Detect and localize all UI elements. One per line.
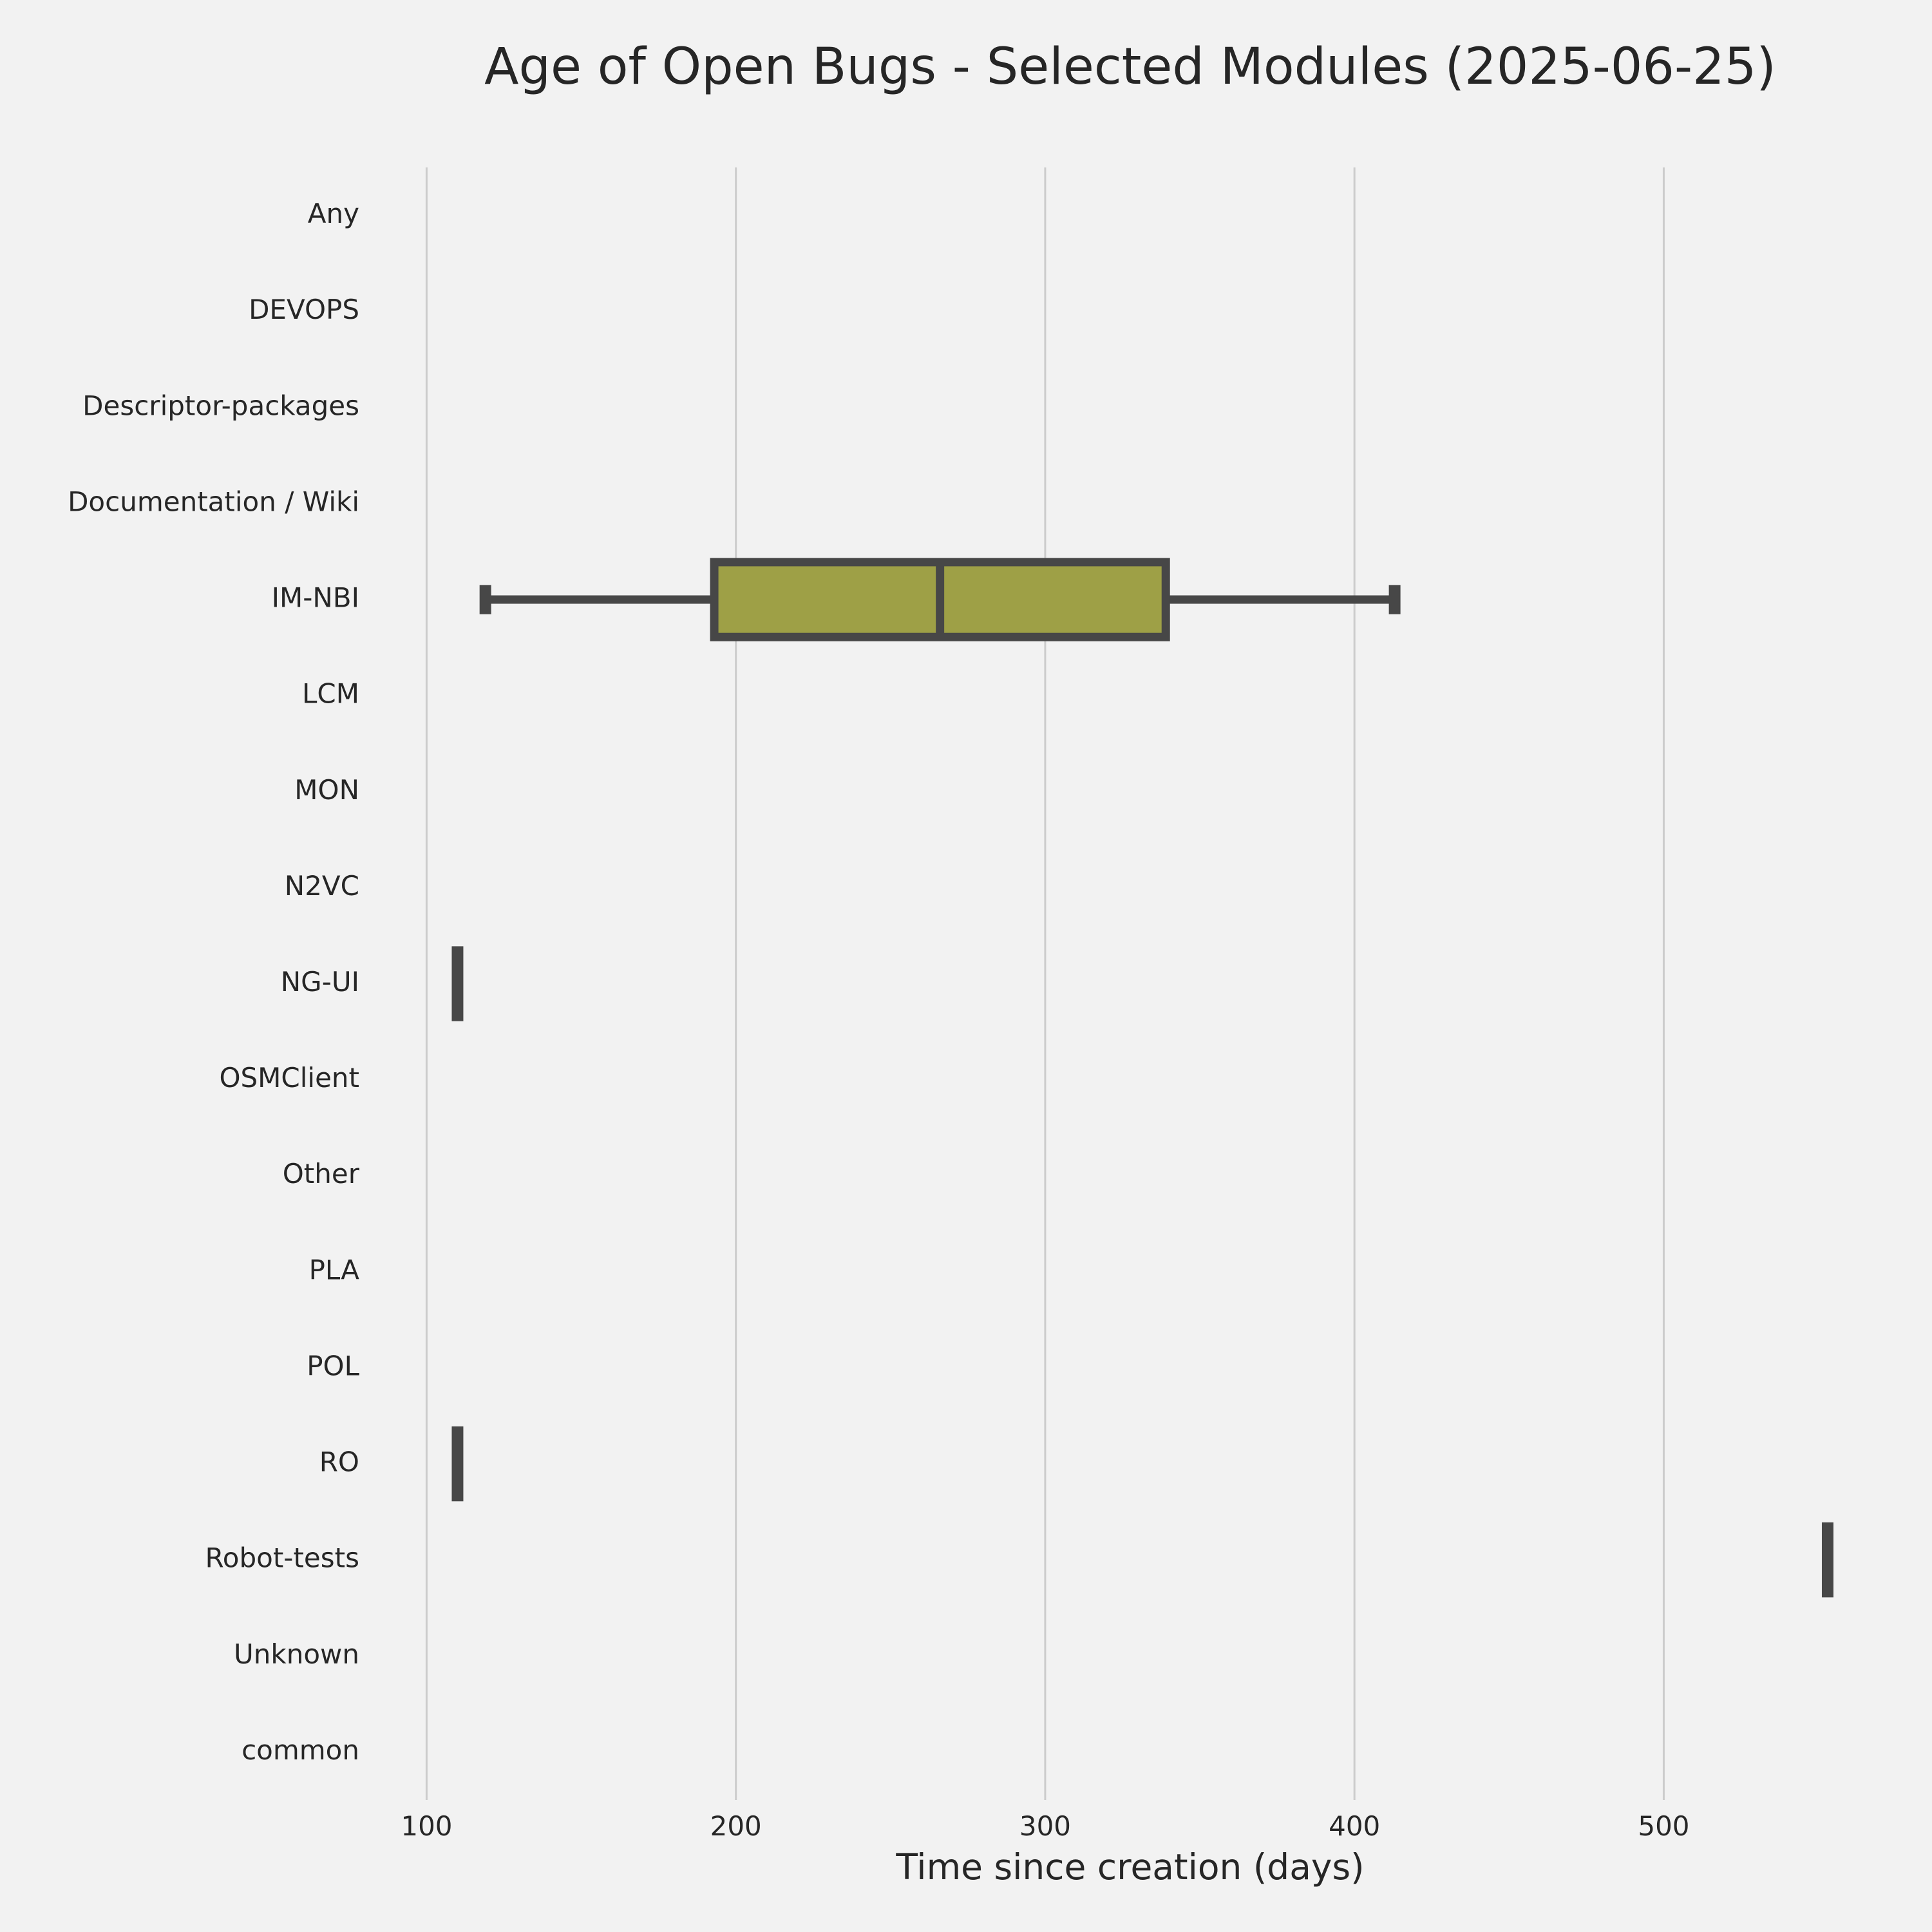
y-tick-label-documentation-wiki: Documentation / Wiki (68, 486, 359, 517)
y-tick-label-any: Any (308, 198, 359, 229)
x-tick-labels: 100 200 300 400 500 (401, 1810, 1689, 1842)
y-tick-label-robot-tests: Robot-tests (205, 1542, 359, 1574)
grid-layer (425, 167, 1665, 1800)
chart-title: Age of Open Bugs - Selected Modules (202… (484, 38, 1776, 96)
x-axis-label: Time since creation (days) (895, 1846, 1364, 1888)
y-tick-label-osmclient: OSMClient (219, 1062, 359, 1094)
y-tick-label-other: Other (283, 1158, 360, 1189)
y-tick-label-devops: DEVOPS (249, 294, 359, 325)
y-tick-label-lcm: LCM (302, 678, 359, 710)
x-tick-label: 300 (1019, 1810, 1071, 1842)
y-tick-label-descriptor-packages: Descriptor-packages (82, 390, 359, 421)
y-tick-label-ng-ui: NG-UI (281, 966, 359, 998)
y-tick-label-im-nbi: IM-NBI (272, 582, 359, 614)
box-layer (451, 558, 1833, 1598)
y-tick-label-common: common (242, 1734, 359, 1766)
x-tick-label: 500 (1638, 1810, 1689, 1842)
y-tick-label-mon: MON (294, 774, 359, 806)
x-tick-label: 200 (710, 1810, 762, 1842)
y-tick-label-ro: RO (319, 1446, 359, 1478)
y-tick-label-n2vc: N2VC (285, 870, 359, 902)
y-tick-label-pla: PLA (309, 1254, 360, 1285)
x-tick-label: 100 (401, 1810, 452, 1842)
y-tick-label-pol: POL (307, 1350, 359, 1381)
y-tick-label-unknown: Unknown (234, 1638, 359, 1670)
x-tick-label: 400 (1329, 1810, 1380, 1842)
box-im-nbi (479, 558, 1401, 641)
y-tick-labels: Any DEVOPS Descriptor-packages Documentatio… (68, 198, 360, 1766)
